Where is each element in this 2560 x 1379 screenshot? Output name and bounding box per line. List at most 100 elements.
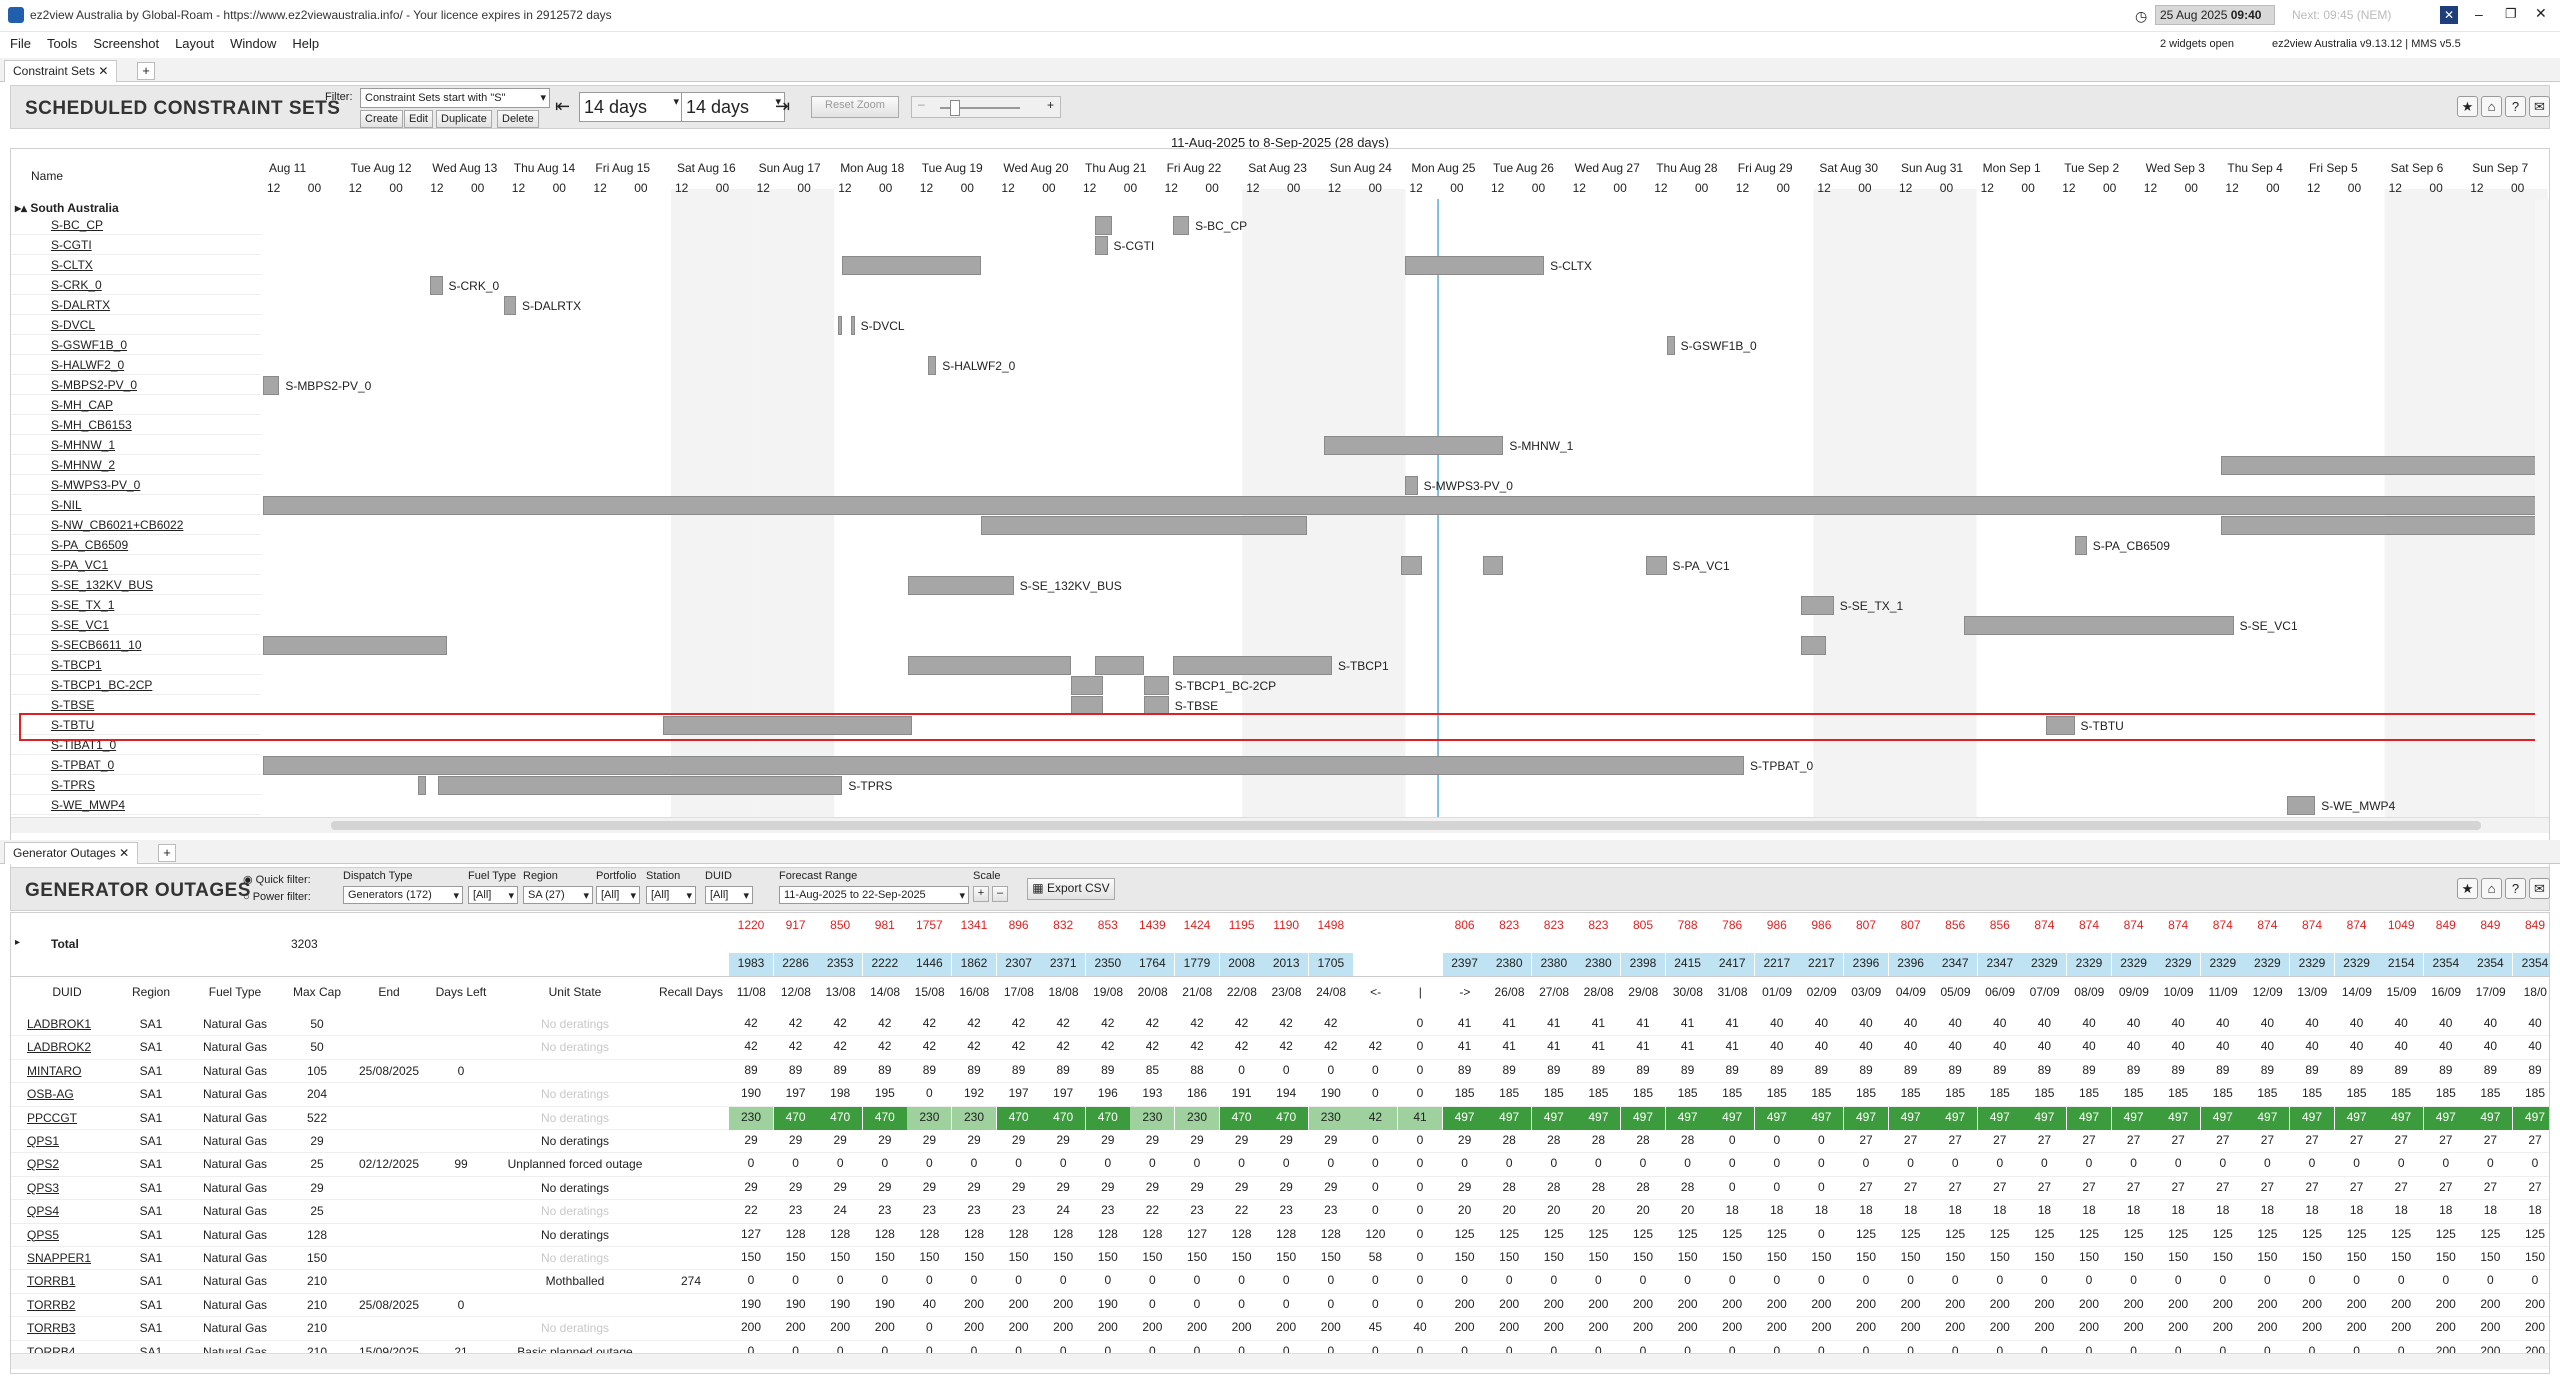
- constraint-bar[interactable]: [2074, 536, 2087, 555]
- date-header[interactable]: 29/08: [1628, 985, 1659, 999]
- constraint-bar[interactable]: [907, 576, 1014, 595]
- cell-duid[interactable]: QPS2: [27, 1157, 60, 1172]
- menu-window[interactable]: Window: [230, 36, 277, 51]
- date-header[interactable]: 01/09: [1762, 985, 1793, 999]
- export-csv-button[interactable]: ▦ Export CSV: [1027, 878, 1115, 900]
- forward-days-select[interactable]: 14 days: [681, 92, 785, 122]
- date-header[interactable]: 02/09: [1806, 985, 1837, 999]
- date-header[interactable]: 21/08: [1182, 985, 1213, 999]
- constraint-row[interactable]: S-BC_CP: [11, 215, 261, 235]
- cell-duid[interactable]: TORRB1: [27, 1274, 76, 1289]
- date-header[interactable]: 31/08: [1717, 985, 1748, 999]
- constraint-bar[interactable]: [1666, 336, 1675, 355]
- table-row[interactable]: [11, 1247, 2549, 1271]
- constraint-bar[interactable]: [850, 316, 855, 335]
- constraint-name[interactable]: S-TBTU: [51, 718, 95, 732]
- constraint-bar[interactable]: [1401, 556, 1422, 575]
- menu-layout[interactable]: Layout: [175, 36, 215, 51]
- constraint-bar[interactable]: [1646, 556, 1667, 575]
- date-header[interactable]: |: [1418, 985, 1422, 999]
- date-header[interactable]: 24/08: [1316, 985, 1347, 999]
- table-row[interactable]: [11, 1270, 2549, 1294]
- help-icon[interactable]: ?: [2505, 878, 2526, 899]
- table-row[interactable]: [11, 1130, 2549, 1154]
- date-header[interactable]: 26/08: [1494, 985, 1525, 999]
- constraint-bar[interactable]: [1405, 256, 1545, 275]
- constraint-name[interactable]: S-TIBAT1_0: [51, 738, 117, 752]
- constraint-row[interactable]: S-TBSE: [11, 695, 261, 715]
- date-header[interactable]: 06/09: [1985, 985, 2016, 999]
- constraint-bar[interactable]: [842, 256, 982, 275]
- menu-help[interactable]: Help: [292, 36, 320, 51]
- constraint-name[interactable]: S-HALWF2_0: [51, 358, 125, 372]
- restore-button[interactable]: ❐: [2505, 6, 2517, 21]
- constraint-bar[interactable]: [1405, 476, 1418, 495]
- comment-icon[interactable]: ✉: [2529, 96, 2550, 117]
- constraint-bar[interactable]: [2221, 516, 2544, 535]
- tab-generator-outages[interactable]: Generator Outages ✕: [4, 842, 139, 864]
- constraint-bar[interactable]: [1095, 216, 1112, 235]
- constraint-name[interactable]: S-SE_TX_1: [51, 598, 115, 612]
- constraint-name[interactable]: S-MH_CB6153: [51, 418, 132, 432]
- horizontal-scrollbar[interactable]: [11, 817, 2549, 833]
- column-header[interactable]: End: [378, 985, 400, 999]
- constraint-bar[interactable]: [662, 716, 912, 735]
- constraint-row[interactable]: S-MWPS3-PV_0: [11, 475, 261, 495]
- camera-icon[interactable]: ⌂: [2481, 96, 2502, 117]
- quick-filter-radio[interactable]: ◉ Quick filter:: [243, 874, 311, 886]
- constraint-row[interactable]: S-DVCL: [11, 315, 261, 335]
- table-row[interactable]: [11, 1036, 2549, 1060]
- column-header[interactable]: Max Cap: [292, 985, 342, 999]
- constraint-bar[interactable]: [1095, 236, 1108, 255]
- table-row[interactable]: [11, 1153, 2549, 1177]
- constraint-name[interactable]: S-SECB6611_10: [51, 638, 142, 652]
- constraint-bar[interactable]: [1482, 556, 1504, 575]
- region-group-south-australia[interactable]: ▸▴ South Australia: [15, 201, 119, 215]
- cell-duid[interactable]: PPCCGT: [27, 1110, 78, 1125]
- cell-duid[interactable]: TORRB2: [27, 1297, 76, 1312]
- add-tab-button[interactable]: +: [158, 844, 176, 862]
- constraint-row[interactable]: S-MHNW_1: [11, 435, 261, 455]
- date-header[interactable]: 12/09: [2252, 985, 2283, 999]
- constraint-name[interactable]: S-MBPS2-PV_0: [51, 378, 138, 392]
- constraint-row[interactable]: S-NIL: [11, 495, 261, 515]
- constraint-bar[interactable]: [1964, 616, 2234, 635]
- filter-select[interactable]: [All]: [468, 886, 518, 904]
- constraint-row[interactable]: S-SE_TX_1: [11, 595, 261, 615]
- constraint-bar[interactable]: [2221, 456, 2544, 475]
- delete-button[interactable]: Delete: [497, 110, 539, 128]
- date-header[interactable]: 12/08: [780, 985, 811, 999]
- constraint-bar[interactable]: [418, 776, 427, 795]
- filter-select[interactable]: [All]: [646, 886, 696, 904]
- menu-screenshot[interactable]: Screenshot: [93, 36, 160, 51]
- constraint-bar[interactable]: [430, 276, 443, 295]
- constraint-name[interactable]: S-TBCP1_BC-2CP: [51, 678, 153, 692]
- date-header[interactable]: 13/09: [2297, 985, 2328, 999]
- filter-select[interactable]: [All]: [705, 886, 753, 904]
- constraint-name[interactable]: S-TPBAT_0: [51, 758, 115, 772]
- constraint-name[interactable]: S-WE_MWP4: [51, 798, 126, 812]
- constraint-bar[interactable]: [838, 316, 843, 335]
- filter-select[interactable]: 11-Aug-2025 to 22-Sep-2025: [779, 886, 969, 904]
- date-header[interactable]: 11/09: [2208, 985, 2238, 999]
- constraint-name[interactable]: S-MWPS3-PV_0: [51, 478, 141, 492]
- constraint-bar[interactable]: [1801, 636, 1826, 655]
- power-filter-radio[interactable]: ○ Power filter:: [243, 891, 311, 903]
- table-row[interactable]: [11, 1013, 2549, 1037]
- constraint-name[interactable]: S-MH_CAP: [51, 398, 114, 412]
- cell-duid[interactable]: LADBROK1: [27, 1017, 92, 1031]
- filter-select[interactable]: Constraint Sets start with "S": [360, 88, 550, 108]
- duplicate-button[interactable]: Duplicate: [436, 110, 492, 128]
- tab-constraint-sets[interactable]: Constraint Sets ✕: [4, 60, 118, 82]
- table-row[interactable]: [11, 1177, 2549, 1201]
- date-header[interactable]: 03/09: [1851, 985, 1882, 999]
- date-header[interactable]: 16/09: [2431, 985, 2462, 999]
- cell-duid[interactable]: MINTARO: [27, 1063, 82, 1078]
- help-icon[interactable]: ?: [2505, 96, 2526, 117]
- zoom-thumb[interactable]: [950, 100, 960, 116]
- back-days-select[interactable]: 14 days: [579, 92, 683, 122]
- vertical-scrollbar[interactable]: [2535, 199, 2549, 817]
- constraint-bar[interactable]: [2045, 716, 2075, 735]
- column-header[interactable]: Unit State: [548, 985, 602, 999]
- date-header[interactable]: 18/08: [1048, 985, 1079, 999]
